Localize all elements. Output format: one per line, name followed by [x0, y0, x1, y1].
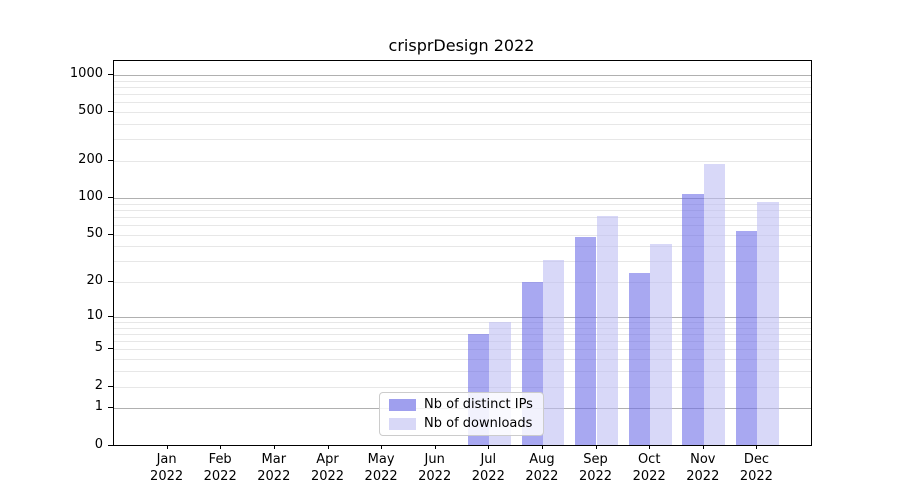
x-tick-label: May 2022 [364, 452, 398, 484]
x-tick-mark [756, 445, 758, 449]
y-tick-mark [108, 233, 113, 235]
gridline-minor [114, 386, 811, 388]
x-tick-label: Jun 2022 [418, 452, 452, 484]
gridline-minor [114, 234, 811, 236]
x-tick-label: Oct 2022 [632, 452, 666, 484]
legend-item-distinct-ips: Nb of distinct IPs [380, 397, 543, 412]
x-tick-mark [595, 445, 597, 449]
gridline-minor [114, 334, 811, 335]
gridline-minor [114, 124, 811, 125]
bar-downloads-aug [542, 259, 565, 445]
x-tick-mark [327, 445, 329, 449]
gridline-major [114, 198, 811, 199]
gridline-minor [114, 94, 811, 96]
bar-downloads-nov [703, 163, 726, 445]
gridline-minor [114, 282, 811, 284]
x-tick-label: Jul 2022 [471, 452, 505, 484]
y-tick-label: 10 [86, 307, 103, 323]
gridline-minor [114, 161, 811, 163]
x-tick-mark [702, 445, 704, 449]
legend-swatch-distinct-ips [389, 398, 416, 411]
x-tick-mark [220, 445, 222, 449]
x-tick-mark [649, 445, 651, 449]
y-tick-label: 5 [94, 340, 103, 356]
x-tick-label: Apr 2022 [310, 452, 345, 484]
y-tick-label: 20 [86, 273, 103, 289]
y-tick-mark [108, 315, 113, 317]
plot-area [113, 60, 812, 446]
x-tick-mark [166, 445, 168, 449]
y-tick-mark [108, 348, 113, 350]
gridline-minor [114, 86, 811, 88]
y-tick-mark [108, 385, 113, 387]
gridline-minor [114, 216, 811, 218]
x-tick-label: Aug 2022 [525, 452, 559, 484]
legend-swatch-downloads [389, 417, 416, 430]
x-tick-mark [434, 445, 436, 449]
y-tick-label: 2 [94, 377, 103, 393]
gridline-minor [114, 139, 811, 141]
bar-distinct-ips-dec [735, 230, 758, 445]
bar-distinct-ips-sep [575, 236, 597, 445]
y-tick-mark [108, 111, 113, 113]
y-tick-label: 200 [78, 152, 103, 168]
y-tick-mark [108, 73, 113, 75]
y-tick-mark [108, 160, 113, 162]
gridline-minor [114, 225, 811, 226]
gridline-minor [114, 322, 811, 323]
y-tick-mark [108, 281, 113, 283]
gridline-minor [114, 359, 811, 361]
y-tick-mark [108, 407, 113, 409]
bar-downloads-dec [757, 201, 779, 445]
x-tick-label: Nov 2022 [686, 452, 720, 484]
legend: Nb of distinct IPs Nb of downloads [379, 392, 544, 436]
y-tick-mark [108, 197, 113, 198]
x-tick-label: Sep 2022 [578, 452, 613, 484]
legend-item-downloads: Nb of downloads [380, 416, 543, 431]
x-tick-mark [273, 445, 275, 449]
bar-downloads-oct [650, 243, 672, 445]
gridline-minor [114, 203, 811, 205]
bar-distinct-ips-oct [628, 272, 651, 445]
x-tick-label: Dec 2022 [739, 452, 773, 484]
y-tick-label: 50 [86, 225, 103, 241]
x-tick-label: Feb 2022 [203, 452, 237, 484]
x-tick-label: Mar 2022 [257, 452, 291, 484]
y-tick-label: 1000 [69, 65, 103, 81]
y-tick-label: 500 [78, 103, 103, 119]
x-tick-mark [488, 445, 490, 449]
bar-distinct-ips-nov [682, 193, 704, 445]
legend-label-distinct-ips: Nb of distinct IPs [424, 397, 533, 412]
gridline-minor [114, 261, 811, 263]
gridline-minor [114, 209, 811, 211]
y-tick-label: 1 [94, 399, 103, 415]
legend-label-downloads: Nb of downloads [424, 416, 533, 431]
gridline-minor [114, 341, 811, 343]
chart-title: crisprDesign 2022 [388, 36, 535, 55]
gridline-minor [114, 349, 811, 351]
gridline-minor [114, 246, 811, 248]
x-tick-mark [381, 445, 383, 449]
bar-downloads-sep [596, 216, 618, 445]
y-tick-label: 0 [94, 436, 103, 452]
x-tick-mark [541, 445, 543, 449]
gridline-major [114, 316, 811, 318]
gridline-minor [114, 112, 811, 114]
gridline-minor [114, 102, 811, 104]
gridline-major [114, 74, 811, 76]
gridline-minor [114, 327, 811, 329]
y-tick-mark [108, 444, 113, 446]
x-tick-label: Jan 2022 [150, 452, 184, 484]
y-tick-label: 100 [78, 189, 103, 204]
gridline-minor [114, 371, 811, 373]
gridline-minor [114, 80, 811, 82]
